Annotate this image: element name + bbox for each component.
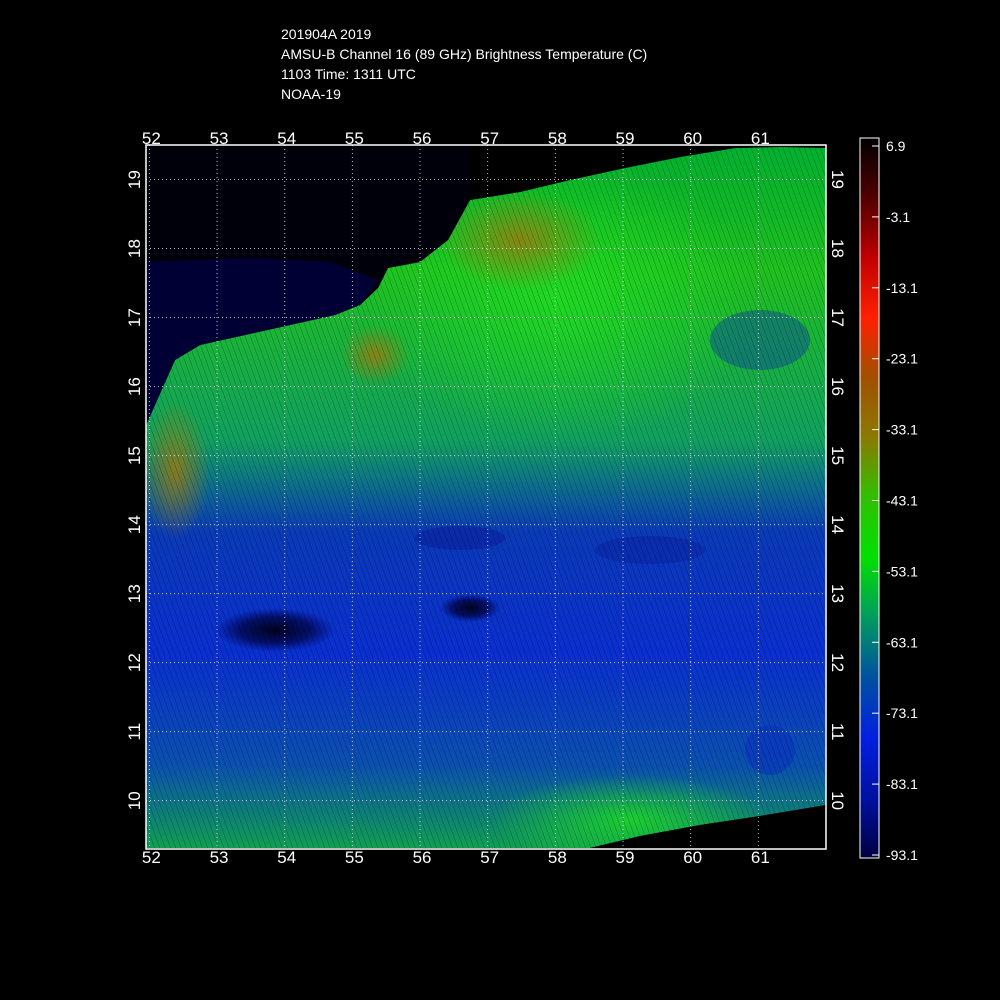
lat-label-left-13: 13: [125, 584, 144, 603]
lon-label-bottom-55: 55: [345, 848, 364, 867]
colorbar-label: -33.1: [886, 422, 918, 438]
lon-label-top-60: 60: [683, 129, 702, 148]
lat-label-right-10: 10: [828, 791, 847, 810]
lat-label-right-15: 15: [828, 446, 847, 465]
lat-label-right-13: 13: [828, 584, 847, 603]
lat-label-left-10: 10: [125, 791, 144, 810]
lon-label-bottom-59: 59: [616, 848, 635, 867]
lon-label-bottom-61: 61: [751, 848, 770, 867]
lat-label-right-14: 14: [828, 515, 847, 534]
lat-label-right-12: 12: [828, 653, 847, 672]
lat-label-right-19: 19: [828, 170, 847, 189]
colorbar-label: -83.1: [886, 776, 918, 792]
lat-label-left-19: 19: [125, 170, 144, 189]
lon-label-bottom-60: 60: [683, 848, 702, 867]
lat-label-left-12: 12: [125, 653, 144, 672]
lat-label-left-18: 18: [125, 239, 144, 258]
lon-label-top-54: 54: [277, 129, 296, 148]
lat-label-right-17: 17: [828, 308, 847, 327]
colorbar-label: -53.1: [886, 563, 918, 579]
lat-label-left-17: 17: [125, 308, 144, 327]
colorbar-label: 6.9: [886, 138, 906, 154]
lon-label-bottom-58: 58: [548, 848, 567, 867]
lon-label-top-58: 58: [548, 129, 567, 148]
colorbar-label: -93.1: [886, 847, 918, 863]
lat-label-right-18: 18: [828, 239, 847, 258]
title-storm-id: 201904A 2019: [281, 26, 372, 42]
latitude-labels-left: 10 11 12 13 14 15 16 17 18 19: [125, 170, 144, 810]
lon-label-top-59: 59: [616, 129, 635, 148]
lat-label-left-14: 14: [125, 515, 144, 534]
title-satellite: NOAA-19: [281, 86, 341, 102]
lon-label-top-57: 57: [480, 129, 499, 148]
lon-label-top-61: 61: [751, 129, 770, 148]
lat-label-left-11: 11: [125, 723, 144, 741]
title-block: 201904A 2019 AMSU-B Channel 16 (89 GHz) …: [281, 24, 647, 104]
colorbar-labels: 6.9 -3.1 -13.1 -23.1 -33.1 -43.1 -53.1 -63.1 -73…: [872, 138, 918, 863]
longitude-labels-top: 52 53 54 55 56 57 58 59 60 61: [142, 129, 770, 148]
lon-label-top-53: 53: [210, 129, 229, 148]
lon-label-top-52: 52: [142, 129, 161, 148]
lat-label-left-16: 16: [125, 377, 144, 396]
lon-label-bottom-53: 53: [210, 848, 229, 867]
lon-label-bottom-57: 57: [480, 848, 499, 867]
colorbar-label: -23.1: [886, 351, 918, 367]
no-data-region: [146, 145, 826, 849]
lat-label-right-16: 16: [828, 377, 847, 396]
lon-label-bottom-54: 54: [277, 848, 296, 867]
lon-label-top-56: 56: [413, 129, 432, 148]
lat-label-right-11: 11: [828, 723, 847, 741]
map-frame: [145, 144, 827, 850]
colorbar-label: -73.1: [886, 705, 918, 721]
map-grid: [146, 145, 826, 849]
title-time: 1103 Time: 1311 UTC: [281, 66, 416, 82]
title-product: AMSU-B Channel 16 (89 GHz) Brightness Te…: [281, 46, 648, 62]
lat-label-left-15: 15: [125, 446, 144, 465]
lon-label-top-55: 55: [345, 129, 364, 148]
colorbar-label: -43.1: [886, 493, 918, 509]
colorbar: [859, 137, 880, 859]
lon-label-bottom-56: 56: [413, 848, 432, 867]
colorbar-label: -63.1: [886, 634, 918, 650]
latitude-labels-right: 10 11 12 13 14 15 16 17 18 19: [828, 170, 847, 810]
colorbar-label: -13.1: [886, 280, 918, 296]
colorbar-label: -3.1: [886, 209, 910, 225]
longitude-labels-bottom: 52 53 54 55 56 57 58 59 60 61: [142, 848, 770, 867]
lon-label-bottom-52: 52: [142, 848, 161, 867]
